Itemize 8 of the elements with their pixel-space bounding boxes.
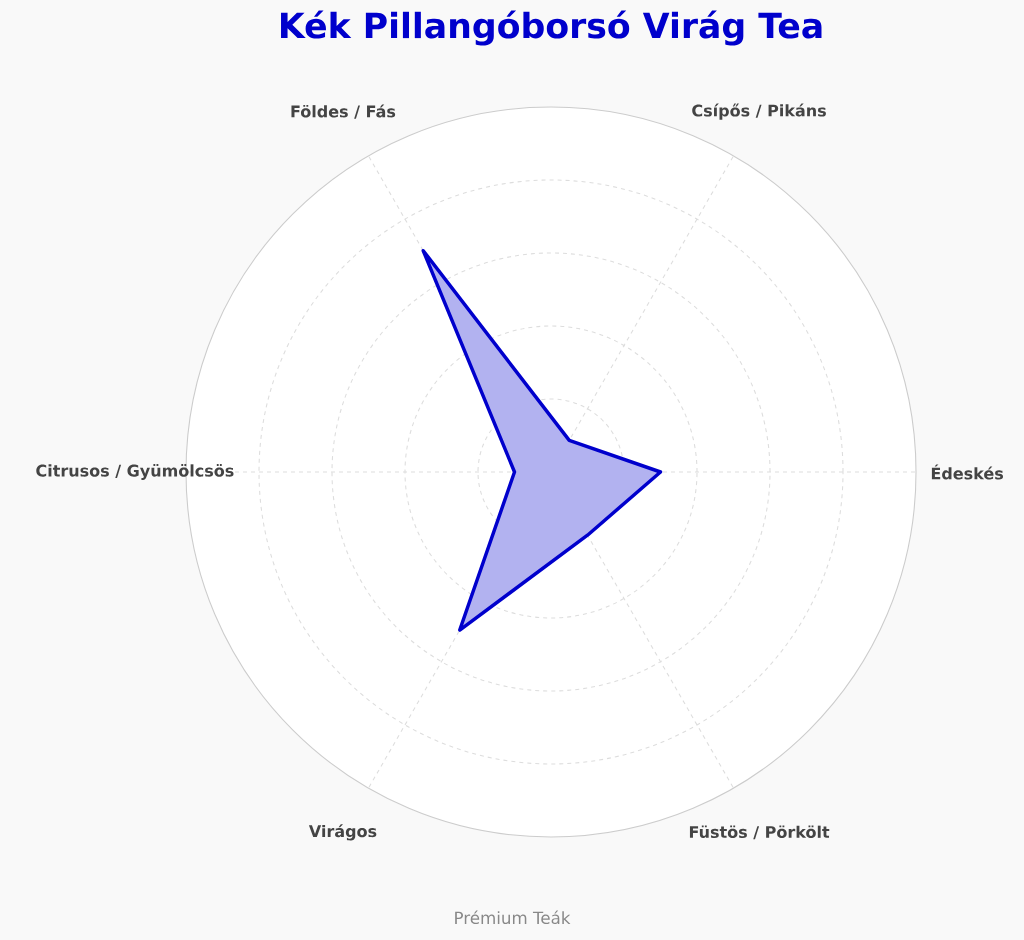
spoke-label: Édeskés xyxy=(931,464,1004,480)
spoke-label: Csípős / Pikáns xyxy=(692,103,826,120)
spoke-label: Füstös / Pörkölt xyxy=(689,825,830,840)
chart-title: Kék Pillangóborsó Virág Tea xyxy=(281,10,822,46)
spoke-label: Citrusos / Gyümölcsös xyxy=(36,464,234,480)
spoke-label: Virágos xyxy=(308,824,377,841)
spoke-label: Földes / Fás xyxy=(291,104,396,119)
text: Prémium Teák xyxy=(455,910,571,925)
